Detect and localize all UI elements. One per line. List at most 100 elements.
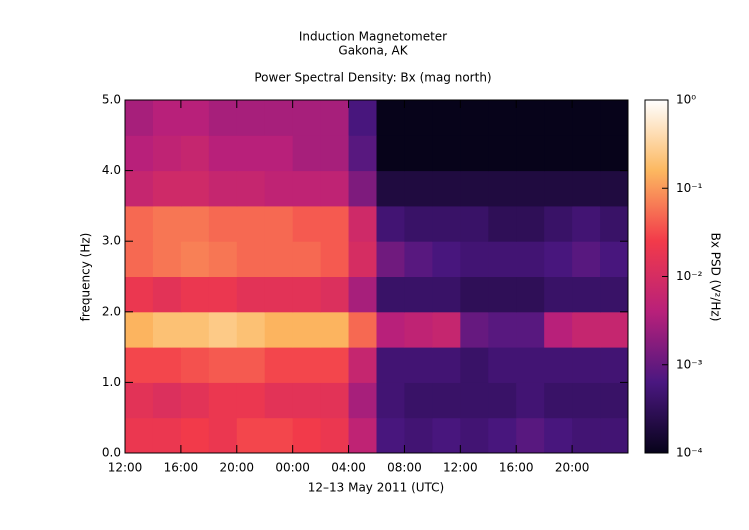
heatmap-cell [125, 205, 154, 242]
heatmap-cell [320, 382, 350, 419]
y-tick-label: 3.0 [102, 234, 121, 248]
heatmap-cell [180, 276, 210, 313]
heatmap-cell [516, 241, 545, 277]
heatmap-cell [180, 417, 210, 454]
heatmap-cell [348, 241, 377, 277]
heatmap-cell [125, 241, 154, 277]
heatmap-cell [544, 276, 573, 313]
heatmap-cell [432, 170, 461, 207]
heatmap-cell [152, 382, 182, 419]
heatmap-cell [376, 205, 405, 242]
heatmap-cell [180, 241, 210, 277]
heatmap-cell [432, 311, 461, 348]
heatmap-cell [572, 311, 601, 348]
heatmap-cell [376, 241, 405, 277]
heatmap-cell [460, 100, 489, 136]
heatmap-cell [572, 205, 601, 242]
x-tick-label: 20:00 [219, 461, 254, 475]
heatmap-cell [460, 135, 489, 172]
heatmap-cell [544, 205, 573, 242]
heatmap-cell [208, 100, 238, 136]
heatmap-cell [180, 382, 210, 419]
y-axis-label: frequency (Hz) [79, 233, 93, 322]
heatmap-cell [600, 135, 629, 172]
heatmap-cell [404, 100, 433, 136]
heatmap-cell [460, 417, 489, 454]
x-tick-label: 16:00 [164, 461, 199, 475]
chart-subtitle: Gakona, AK [338, 44, 408, 58]
heatmap-cell [432, 205, 461, 242]
heatmap-cell [572, 382, 601, 419]
heatmap-cell [236, 241, 266, 277]
heatmap-cell [208, 382, 238, 419]
heatmap-cell [516, 205, 545, 242]
heatmap-cell [516, 135, 545, 172]
heatmap-cell [320, 170, 350, 207]
heatmap-cell [236, 100, 266, 136]
plot-title: Power Spectral Density: Bx (mag north) [254, 71, 491, 85]
heatmap-cell [180, 100, 210, 136]
heatmap-cell [348, 135, 377, 172]
heatmap-cell [320, 100, 350, 136]
y-tick-label: 2.0 [102, 304, 121, 318]
heatmap-cell [376, 382, 405, 419]
heatmap-cell [264, 205, 294, 242]
heatmap-cell [348, 311, 377, 348]
heatmap-cell [404, 417, 433, 454]
heatmap-cell [236, 311, 266, 348]
heatmap-cell [292, 135, 322, 172]
heatmap-cell [460, 347, 489, 383]
heatmap-cell [125, 417, 154, 454]
heatmap-cell [236, 135, 266, 172]
heatmap-cell [125, 311, 154, 348]
chart-title: Induction Magnetometer [299, 30, 447, 44]
heatmap-cell [264, 100, 294, 136]
heatmap-cell [404, 311, 433, 348]
heatmap-cell [404, 347, 433, 383]
heatmap-cell [152, 241, 182, 277]
heatmap-cell [348, 276, 377, 313]
heatmap-cell [180, 311, 210, 348]
heatmap-cell [125, 100, 154, 136]
heatmap-cell [544, 417, 573, 454]
y-tick-label: 4.0 [102, 163, 121, 177]
heatmap-cell [292, 417, 322, 454]
heatmap-cell [404, 170, 433, 207]
heatmap-cell [460, 241, 489, 277]
heatmap-cell [600, 205, 629, 242]
heatmap-cell [488, 205, 517, 242]
heatmap-cell [460, 205, 489, 242]
heatmap-cell [292, 170, 322, 207]
heatmap-cell [320, 347, 350, 383]
heatmap-cell [488, 347, 517, 383]
heatmap-cell [208, 135, 238, 172]
heatmap-cell [488, 311, 517, 348]
heatmap-cell [348, 382, 377, 419]
heatmap-cell [516, 382, 545, 419]
heatmap-cell [572, 241, 601, 277]
heatmap-cell [180, 347, 210, 383]
heatmap-cell [264, 135, 294, 172]
heatmap-cell [292, 311, 322, 348]
heatmap-cell [320, 417, 350, 454]
heatmap-cell [600, 311, 629, 348]
heatmap-cell [516, 347, 545, 383]
heatmap-cell [236, 417, 266, 454]
colorbar-tick-label: 10⁻⁴ [676, 446, 703, 460]
heatmap-cell [348, 347, 377, 383]
heatmap-cell [376, 100, 405, 136]
heatmap-cell [404, 135, 433, 172]
heatmap-cell [600, 417, 629, 454]
heatmap-cell [180, 170, 210, 207]
heatmap-cell [376, 135, 405, 172]
heatmap-cell [376, 311, 405, 348]
heatmap-cell [264, 347, 294, 383]
heatmap-cell [600, 276, 629, 313]
heatmap-cell [376, 276, 405, 313]
heatmap-cell [264, 417, 294, 454]
heatmap-cell [236, 205, 266, 242]
heatmap-cell [320, 205, 350, 242]
colorbar-label: Bx PSD (V²/Hz) [709, 233, 723, 322]
x-tick-label: 16:00 [499, 461, 534, 475]
heatmap-cell [208, 205, 238, 242]
